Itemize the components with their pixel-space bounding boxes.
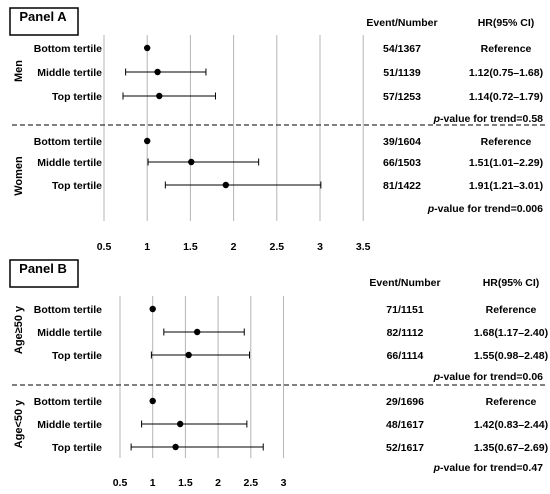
hr-ci-value: 1.55(0.98–2.48) — [474, 350, 548, 362]
x-tick-label: 1 — [150, 477, 156, 489]
hr-point — [185, 351, 192, 359]
x-tick-label: 1 — [144, 241, 150, 253]
group-label: Age<50 y — [13, 399, 25, 448]
hr-point — [144, 44, 151, 52]
trend-p-text: -value for trend=0.58 — [440, 113, 543, 125]
row-label: Top tertile — [52, 442, 102, 454]
hr-point — [172, 443, 179, 451]
trend-p-value: p-value for trend=0.58 — [433, 113, 544, 125]
x-tick-label: 1.5 — [178, 477, 193, 489]
row-label: Bottom tertile — [34, 136, 102, 148]
trend-p-italic: p — [433, 371, 441, 383]
x-tick-label: 1.5 — [183, 241, 198, 253]
hr-point — [222, 181, 230, 189]
x-tick-label: 3 — [281, 477, 287, 489]
group-label: Women — [13, 156, 25, 196]
event-number-value: 66/1503 — [383, 157, 421, 169]
group-label: Age≥50 y — [13, 305, 25, 354]
event-number-value: 51/1139 — [383, 67, 421, 79]
panel-label-box — [9, 7, 79, 36]
hr-ci-value: 1.42(0.83–2.44) — [474, 419, 548, 431]
hr-point — [149, 397, 156, 405]
event-number-value: 48/1617 — [386, 419, 424, 431]
hr-ci-value: 1.51(1.01–2.29) — [469, 157, 543, 169]
header-event-number: Event/Number — [366, 17, 437, 29]
trend-p-value: p-value for trend=0.06 — [433, 371, 544, 383]
x-tick-label: 2 — [231, 241, 237, 253]
row-label: Top tertile — [52, 350, 102, 362]
hr-point — [193, 328, 201, 336]
event-number-value: 39/1604 — [383, 136, 421, 148]
row-label: Middle tertile — [37, 157, 102, 169]
hr-ci-value: 1.91(1.21–3.01) — [469, 180, 543, 192]
hr-ci-value: Reference — [481, 136, 532, 148]
event-number-value: 29/1696 — [386, 396, 424, 408]
x-tick-label: 3 — [317, 241, 323, 253]
row-label: Top tertile — [52, 91, 102, 103]
hr-ci-value: 1.12(0.75–1.68) — [469, 67, 543, 79]
event-number-value: 54/1367 — [383, 43, 421, 55]
trend-p-text: -value for trend=0.006 — [434, 203, 543, 215]
row-label: Top tertile — [52, 180, 102, 192]
hr-ci-value: 1.35(0.67–2.69) — [474, 442, 548, 454]
hr-ci-value: Reference — [486, 396, 537, 408]
row-label: Middle tertile — [37, 67, 102, 79]
hr-point — [154, 68, 161, 76]
row-label: Bottom tertile — [34, 396, 102, 408]
hr-point — [188, 158, 195, 166]
row-label: Middle tertile — [37, 419, 102, 431]
trend-p-italic: p — [427, 203, 435, 215]
x-tick-label: 3.5 — [356, 241, 371, 253]
hr-point — [176, 420, 184, 428]
trend-p-text: -value for trend=0.47 — [440, 462, 543, 474]
event-number-value: 52/1617 — [386, 442, 424, 454]
hr-point — [144, 137, 151, 145]
group-label: Men — [13, 60, 25, 82]
event-number-value: 66/1114 — [387, 350, 424, 362]
trend-p-value: p-value for trend=0.47 — [433, 462, 544, 474]
hr-ci-value: 1.68(1.17–2.40) — [474, 327, 548, 339]
header-hr-ci: HR(95% CI) — [478, 17, 535, 29]
trend-p-text: -value for trend=0.06 — [440, 371, 543, 383]
hr-ci-value: Reference — [481, 43, 532, 55]
x-tick-label: 2.5 — [269, 241, 284, 253]
panel-label: Panel A — [19, 9, 67, 24]
hr-ci-value: Reference — [486, 304, 537, 316]
x-tick-label: 0.5 — [97, 241, 112, 253]
hr-ci-value: 1.14(0.72–1.79) — [469, 91, 543, 103]
x-tick-label: 2 — [215, 477, 221, 489]
panel-label: Panel B — [19, 261, 67, 276]
row-label: Middle tertile — [37, 327, 102, 339]
row-label: Bottom tertile — [34, 304, 102, 316]
header-event-number: Event/Number — [369, 277, 440, 289]
hr-point — [149, 305, 156, 313]
trend-p-italic: p — [433, 113, 441, 125]
header-hr-ci: HR(95% CI) — [483, 277, 540, 289]
event-number-value: 82/1112 — [387, 327, 424, 339]
x-tick-label: 0.5 — [113, 477, 128, 489]
event-number-value: 81/1422 — [383, 180, 421, 192]
trend-p-italic: p — [433, 462, 441, 474]
row-label: Bottom tertile — [34, 43, 102, 55]
trend-p-value: p-value for trend=0.006 — [427, 203, 543, 215]
hr-point — [156, 92, 163, 100]
panel-label-box — [9, 259, 79, 288]
event-number-value: 71/1151 — [386, 304, 424, 316]
event-number-value: 57/1253 — [383, 91, 421, 103]
x-tick-label: 2.5 — [243, 477, 258, 489]
